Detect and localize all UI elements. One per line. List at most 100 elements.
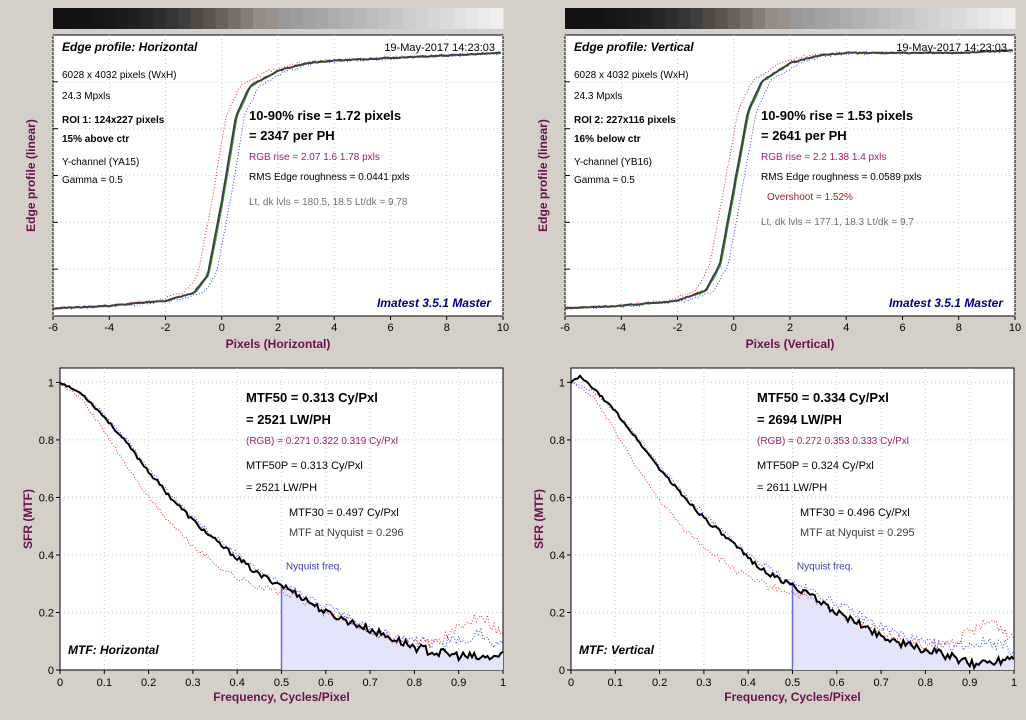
gray-strip-cell <box>353 8 366 29</box>
rgb-mtf50-text: (RGB) = 0.272 0.353 0.333 Cy/Pxl <box>757 436 909 447</box>
mtf-y-axis-label: SFR (MTF) <box>21 489 35 549</box>
rgb-rise-text: RGB rise = 2.07 1.6 1.78 pxls <box>249 152 380 163</box>
gray-strip-cell <box>840 8 853 29</box>
gray-strip-cell <box>1002 8 1016 29</box>
gray-strip-cell <box>65 8 79 29</box>
edge-y-channel-line <box>564 49 1013 310</box>
mtf50p-text: MTF50P = 0.324 Cy/Pxl <box>757 460 874 472</box>
gray-strip-cell <box>852 8 866 29</box>
imatest-brand-label: Imatest 3.5.1 Master <box>377 296 492 310</box>
y-tick-label: 0.2 <box>39 607 54 619</box>
y-tick-label: 1 <box>559 377 565 389</box>
plot-layer: -6 -4 -2 0 2 4 6 8 10 -6 -4 -2 0 2 4 6 8 100 0.1 0.2 0.3 0.4 0… <box>39 34 1021 689</box>
gray-strip-cell <box>403 8 416 29</box>
image-size-text: 6028 x 4032 pixels (WxH) <box>574 70 689 81</box>
x-tick-label: -2 <box>161 322 171 334</box>
mtf-ticks: 0 0.1 0.2 0.3 0.4 0.5 0.6 0.7 0.8 0.9 1 0 0.2 0.4 0.6 0… <box>39 377 506 689</box>
gray-strip-cell <box>453 8 466 29</box>
gray-strip-cell <box>215 8 229 29</box>
x-tick-label: 0 <box>731 322 737 334</box>
x-tick-label: 4 <box>331 322 337 334</box>
y-tick-label: 0.4 <box>550 550 565 562</box>
gray-strip-cell <box>115 8 129 29</box>
gray-strip-cell <box>715 8 728 29</box>
x-tick-label: -4 <box>616 322 626 334</box>
roi-text: ROI 2: 227x116 pixels <box>574 115 676 126</box>
rise-text: 10-90% rise = 1.53 pixels <box>761 108 913 123</box>
mtf-ticks: 0 0.1 0.2 0.3 0.4 0.5 0.6 0.7 0.8 0.9 1 0 0.2 0.4 0.6 0… <box>550 377 1017 689</box>
megapixel-text: 24.3 Mpxls <box>574 91 622 102</box>
rise-text: 10-90% rise = 1.72 pixels <box>249 108 401 123</box>
gray-strip-cell <box>602 8 616 29</box>
lwph-text: = 2694 LW/PH <box>757 412 842 427</box>
edge-grid <box>564 35 1016 316</box>
gray-strip-cell <box>652 8 666 29</box>
mtf30-text: MTF30 = 0.497 Cy/Pxl <box>289 507 399 519</box>
gray-strip-cell <box>952 8 966 29</box>
gray-strip-cell <box>890 8 903 29</box>
gray-strip-cell <box>965 8 978 29</box>
gray-strip-cell <box>577 8 591 29</box>
gray-strip-cell <box>440 8 454 29</box>
gray-strip-cell <box>490 8 504 29</box>
mtf-at-nyquist-text: MTF at Nyquist = 0.295 <box>800 527 915 539</box>
x-tick-label: 0.7 <box>873 677 888 689</box>
mtf-corner-label: MTF: Vertical <box>579 643 655 657</box>
x-tick-label: 0.5 <box>274 677 289 689</box>
gray-strip-cell <box>940 8 953 29</box>
gray-strip-cell <box>615 8 628 29</box>
gray-strip-cell <box>203 8 216 29</box>
gray-strip-cell <box>90 8 104 29</box>
mtf-y-channel-line <box>59 381 504 663</box>
x-tick-label: 0.7 <box>362 677 377 689</box>
gray-strip-cell <box>752 8 766 29</box>
x-tick-label: 0 <box>219 322 225 334</box>
x-tick-label: 8 <box>444 322 450 334</box>
mtf50-text: MTF50 = 0.334 Cy/Pxl <box>757 390 889 405</box>
edge-panel-title: Edge profile: Vertical <box>574 40 694 54</box>
gray-strip-cell <box>190 8 204 29</box>
levels-text: Lt, dk lvls = 180.5, 18.5 Lt/dk = 9.78 <box>249 197 408 208</box>
gray-strip-cell <box>165 8 179 29</box>
mtf-x-axis-label: Frequency, Cycles/Pixel <box>213 690 350 704</box>
x-tick-label: 0.6 <box>318 677 333 689</box>
timestamp: 19-May-2017 14:23:03 <box>384 42 495 54</box>
gray-strip-cell <box>927 8 941 29</box>
x-tick-label: 1 <box>1011 677 1017 689</box>
x-tick-label: -6 <box>560 322 570 334</box>
gray-strip-cell <box>702 8 716 29</box>
edge-grid <box>52 35 504 316</box>
nyquist-freq-label: Nyquist freq. <box>286 561 342 572</box>
per-ph-text: = 2641 per PH <box>761 128 847 143</box>
gray-strip-cell <box>478 8 491 29</box>
x-tick-label: 0 <box>57 677 63 689</box>
gray-strip-cell <box>278 8 291 29</box>
gray-strip-cell <box>428 8 441 29</box>
y-tick-label: 0.6 <box>550 492 565 504</box>
gray-strip-cell <box>827 8 841 29</box>
gray-strip-cell <box>140 8 154 29</box>
gray-strip-cell <box>990 8 1003 29</box>
gray-strip-cell <box>740 8 753 29</box>
image-size-text: 6028 x 4032 pixels (WxH) <box>62 70 177 81</box>
channel-text: Y-channel (YB16) <box>574 157 652 168</box>
x-tick-label: 2 <box>275 322 281 334</box>
y-tick-label: 0.4 <box>39 550 54 562</box>
gray-strip-cell <box>53 8 66 29</box>
imatest-brand-label: Imatest 3.5.1 Master <box>889 296 1004 310</box>
figure-background <box>53 8 1016 29</box>
gray-strip-cell <box>590 8 603 29</box>
x-tick-label: 6 <box>387 322 393 334</box>
x-tick-label: 0.9 <box>962 677 977 689</box>
gray-strip-cell <box>290 8 304 29</box>
x-tick-label: 8 <box>956 322 962 334</box>
edge-y-axis-label: Edge profile (linear) <box>536 119 550 232</box>
text-layer: Edge profile: Horizontal 19-May-2017 14:2… <box>21 40 1007 704</box>
lwph-text: = 2521 LW/PH <box>246 412 331 427</box>
x-tick-label: 10 <box>497 322 509 334</box>
y-tick-label: 0 <box>559 665 565 677</box>
edge-y-channel-line <box>52 51 501 310</box>
gray-strip-cell <box>865 8 878 29</box>
mtf-y-channel-line <box>570 374 1015 671</box>
gray-strip-cell <box>815 8 828 29</box>
